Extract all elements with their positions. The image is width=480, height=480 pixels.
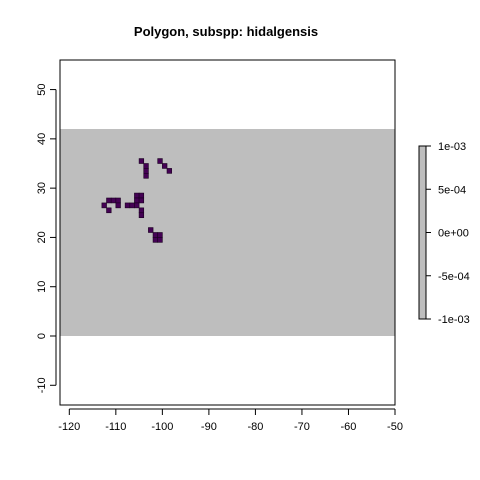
raster-cell-14 bbox=[129, 202, 135, 209]
x-tick-label: -70 bbox=[294, 421, 310, 433]
legend-tick-label: -5e-04 bbox=[438, 271, 470, 283]
x-tick-label: -120 bbox=[58, 421, 80, 433]
legend-color-bar bbox=[418, 145, 427, 320]
x-tick-label: -60 bbox=[341, 421, 357, 433]
raster-cell-2 bbox=[143, 168, 149, 174]
x-tick-label: -50 bbox=[387, 421, 403, 433]
raster-cell-22 bbox=[148, 227, 154, 233]
raster-cell-20 bbox=[138, 207, 145, 214]
legend-tick-label: 1e-03 bbox=[438, 141, 466, 153]
raster-cell-21 bbox=[138, 212, 145, 219]
y-tick-label: 0 bbox=[36, 333, 48, 339]
raster-layer bbox=[60, 129, 395, 336]
raster-cell-17 bbox=[134, 202, 140, 209]
y-tick-label: 20 bbox=[36, 231, 48, 243]
raster-cell-5 bbox=[162, 163, 168, 169]
raster-cell-1 bbox=[143, 163, 149, 169]
x-axis: -120 -110 -100 -90 -80 -70 -60 -50 bbox=[58, 408, 403, 433]
raster-cell-8 bbox=[106, 197, 112, 204]
raster-cell-11 bbox=[115, 197, 121, 204]
y-tick-label: 40 bbox=[36, 133, 48, 145]
x-tick-label: -100 bbox=[151, 421, 173, 433]
x-tick-label: -110 bbox=[105, 421, 126, 433]
y-tick-label: 30 bbox=[36, 182, 48, 194]
raster-extent bbox=[60, 129, 395, 336]
y-tick-label: 10 bbox=[36, 281, 48, 293]
plot-frame bbox=[59, 59, 396, 406]
raster-cell-18 bbox=[138, 192, 145, 199]
color-legend: 1e-03 5e-04 0e+00 -5e-04 -1e-03 bbox=[418, 141, 470, 326]
raster-cell-25 bbox=[157, 232, 163, 238]
raster-cell-24 bbox=[152, 237, 159, 243]
x-tick-label: -90 bbox=[201, 421, 217, 433]
legend-tick-label: 5e-04 bbox=[438, 184, 466, 196]
legend-tick-label: -1e-03 bbox=[438, 314, 470, 326]
y-tick-label: 50 bbox=[36, 83, 48, 95]
raster-cell-12 bbox=[115, 202, 121, 209]
y-tick-label: -10 bbox=[36, 377, 48, 393]
raster-cell-9 bbox=[106, 207, 112, 214]
raster-cell-13 bbox=[124, 202, 131, 209]
raster-cell-3 bbox=[143, 173, 149, 179]
raster-cell-16 bbox=[134, 197, 140, 204]
chart-title: Polygon, subspp: hidalgensis bbox=[134, 24, 318, 39]
raster-cell-0 bbox=[138, 158, 145, 164]
raster-cell-23 bbox=[152, 232, 159, 238]
x-tick-label: -80 bbox=[247, 421, 263, 433]
raster-cell-6 bbox=[166, 168, 172, 174]
raster-cell-26 bbox=[157, 237, 163, 243]
legend-tick-label: 0e+00 bbox=[438, 228, 469, 240]
raster-cell-10 bbox=[110, 197, 117, 204]
raster-cell-15 bbox=[134, 192, 140, 199]
raster-cell-7 bbox=[101, 202, 107, 209]
y-axis: -10 0 10 20 30 40 50 bbox=[36, 83, 57, 393]
raster-cell-4 bbox=[157, 158, 163, 164]
raster-cell-19 bbox=[138, 197, 145, 204]
